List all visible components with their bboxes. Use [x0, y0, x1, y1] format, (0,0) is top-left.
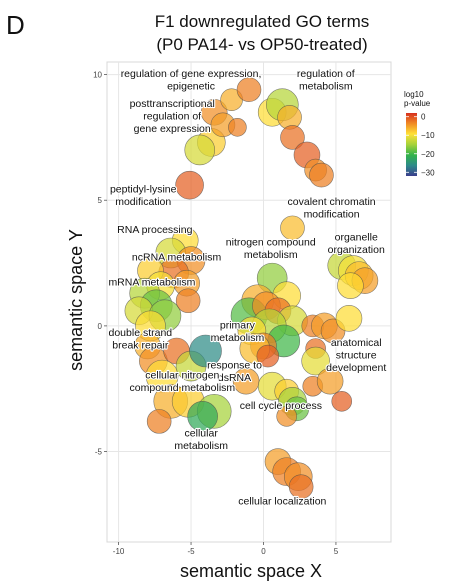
- go-term-point: [316, 367, 344, 395]
- x-tick-label: -10: [113, 547, 125, 556]
- y-tick-label: 0: [98, 322, 103, 331]
- go-term-point: [288, 474, 314, 500]
- term-label: cell cycle process: [240, 400, 322, 412]
- go-term-point: [146, 409, 172, 434]
- legend-title-line-2: p-value: [404, 99, 431, 108]
- x-tick-label: 5: [334, 547, 339, 556]
- chart-title-line-1: F1 downregulated GO terms: [155, 12, 369, 31]
- x-tick-label: 0: [261, 547, 266, 556]
- y-tick-label: 10: [93, 71, 102, 80]
- go-term-point: [184, 134, 216, 166]
- y-tick-label: -5: [95, 448, 103, 457]
- y-tick-label: 5: [98, 196, 103, 205]
- legend-tick-label: 0: [421, 113, 426, 122]
- go-term-point: [276, 406, 297, 427]
- x-tick-label: -5: [187, 547, 195, 556]
- x-axis-ticks: -10 -5 0 5: [113, 542, 339, 556]
- term-label: RNA processing: [117, 224, 192, 236]
- term-label: nitrogen compound metabolism: [226, 236, 316, 261]
- y-axis-label: semantic space Y: [66, 229, 86, 371]
- panel-label: D: [6, 10, 25, 40]
- legend-tick-label: −20: [421, 150, 435, 159]
- term-label: peptidyl-lysine modification: [110, 184, 177, 209]
- chart-title-line-2: (P0 PA14- vs OP50-treated): [156, 35, 367, 54]
- term-label: mRNA metabolism: [108, 277, 195, 289]
- x-axis-label: semantic space X: [180, 561, 322, 581]
- legend-title-line-1: log10: [404, 90, 424, 99]
- go-term-point: [309, 162, 334, 188]
- go-term-point: [331, 390, 353, 412]
- term-annotations: regulation of gene expression, epigenetic…: [107, 67, 387, 508]
- legend-tick-label: −10: [421, 131, 435, 140]
- go-term-point: [335, 305, 363, 332]
- term-label: cellular localization: [238, 495, 326, 507]
- go-term-point: [256, 344, 280, 368]
- legend-colorbar: [406, 113, 417, 176]
- go-term-point: [187, 401, 218, 432]
- go-term-point: [175, 170, 204, 200]
- term-label: primary metabolism: [211, 319, 265, 344]
- go-term-point: [337, 272, 364, 299]
- term-label: posttranscriptional regulation of gene exp…: [130, 98, 215, 135]
- go-term-point: [189, 334, 222, 368]
- go-term-point: [236, 77, 262, 102]
- term-label: response to dsRNA: [207, 360, 262, 385]
- go-term-point: [280, 125, 305, 150]
- term-label: organelle organization: [328, 231, 385, 256]
- go-term-point: [280, 215, 305, 241]
- term-label: ncRNA metabolism: [132, 252, 222, 264]
- y-axis-ticks: -5 0 5 10: [93, 71, 107, 457]
- term-label: cellular metabolism: [174, 427, 228, 452]
- color-legend: log10 p-value 0 −10 −20 −30: [404, 90, 435, 177]
- term-label: regulation of gene expression, epigenetic: [121, 68, 262, 93]
- term-label: regulation of metabolism: [297, 68, 355, 93]
- go-term-point: [301, 346, 330, 376]
- legend-tick-label: −30: [421, 168, 435, 177]
- go-term-point: [228, 118, 247, 137]
- legend-ticks: 0 −10 −20 −30: [406, 113, 435, 177]
- term-label: anatomical structure development: [326, 337, 386, 374]
- go-term-point: [175, 288, 201, 314]
- term-label: covalent chromatin modification: [288, 196, 376, 221]
- term-label: cellular nitrogen compound metabolism: [130, 370, 236, 395]
- term-label: double strand break repair: [109, 327, 173, 352]
- scatter-points: [124, 77, 379, 500]
